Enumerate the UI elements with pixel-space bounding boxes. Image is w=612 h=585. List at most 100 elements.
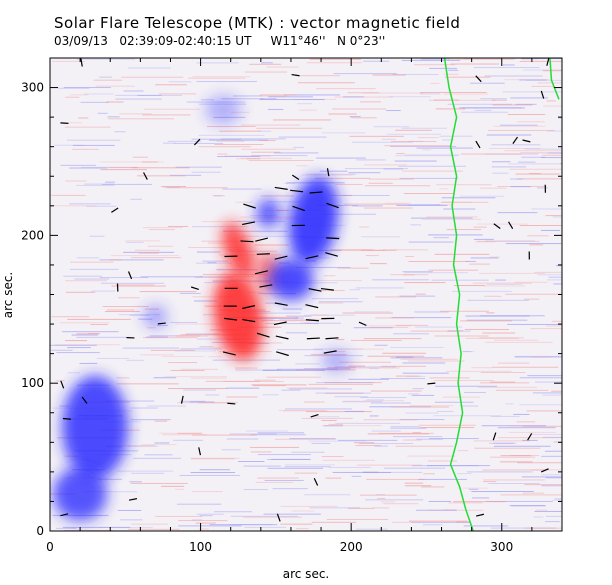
noise-streak <box>260 195 294 197</box>
noise-streak <box>67 139 121 141</box>
noise-streak <box>111 285 166 287</box>
noise-streak <box>107 116 120 118</box>
noise-streak <box>374 445 388 447</box>
noise-streak <box>285 464 335 466</box>
noise-streak <box>273 152 319 154</box>
noise-streak <box>147 405 186 407</box>
field-vector <box>358 321 367 326</box>
noise-streak <box>176 503 222 505</box>
noise-streak <box>322 459 375 461</box>
noise-streak <box>542 436 562 438</box>
noise-streak <box>349 289 361 291</box>
noise-streak <box>474 447 541 449</box>
noise-streak <box>497 362 530 364</box>
field-vector <box>273 321 287 326</box>
noise-streak <box>221 449 241 451</box>
noise-streak <box>382 249 428 251</box>
y-tick-label: 0 <box>36 524 44 538</box>
noise-streak <box>128 528 180 530</box>
noise-streak <box>535 509 548 511</box>
noise-streak <box>129 481 142 483</box>
noise-streak <box>117 509 142 511</box>
noise-streak <box>371 430 401 432</box>
field-vector <box>320 287 334 291</box>
noise-streak <box>542 70 562 72</box>
noise-streak <box>308 383 373 385</box>
field-vector <box>546 58 550 66</box>
noise-streak <box>234 367 258 369</box>
noise-streak <box>493 125 546 127</box>
noise-streak <box>337 348 384 350</box>
noise-streak <box>279 318 327 320</box>
noise-streak <box>377 498 386 500</box>
noise-streak <box>137 94 162 96</box>
noise-streak <box>100 169 147 171</box>
noise-streak <box>349 135 404 137</box>
noise-streak <box>229 250 277 252</box>
noise-streak <box>137 175 186 177</box>
noise-streak <box>396 153 405 155</box>
noise-streak <box>477 223 529 225</box>
field-vector <box>325 337 339 340</box>
noise-streak <box>473 238 494 240</box>
noise-streak <box>339 361 391 363</box>
noise-streak <box>311 442 331 444</box>
noise-streak <box>65 291 96 293</box>
field-vector <box>475 75 482 83</box>
noise-streak <box>146 336 168 338</box>
noise-streak <box>490 381 516 383</box>
noise-streak <box>554 498 562 500</box>
noise-streak <box>230 515 298 517</box>
noise-streak <box>244 71 288 73</box>
noise-streak <box>232 316 299 318</box>
noise-streak <box>560 163 562 165</box>
noise-streak <box>238 461 265 463</box>
field-vector <box>310 413 319 418</box>
noise-streak <box>54 344 120 346</box>
noise-streak <box>265 302 282 304</box>
noise-streak <box>382 138 396 140</box>
y-tick-label: 100 <box>21 376 44 390</box>
noise-streak <box>69 203 111 205</box>
field-vector <box>240 240 254 243</box>
noise-streak <box>125 241 144 243</box>
field-vector <box>259 284 273 288</box>
noise-streak <box>50 349 73 351</box>
noise-streak <box>415 326 463 328</box>
noise-streak <box>126 359 145 361</box>
noise-streak <box>217 156 261 158</box>
noise-streak <box>464 391 486 393</box>
noise-streak <box>401 59 461 61</box>
noise-streak <box>473 67 540 69</box>
noise-streak <box>347 92 380 94</box>
noise-streak <box>433 415 501 417</box>
noise-streak <box>353 327 393 329</box>
noise-streak <box>419 427 475 429</box>
noise-streak <box>334 396 369 398</box>
noise-streak <box>369 326 409 328</box>
noise-streak <box>74 278 110 280</box>
noise-streak <box>199 469 230 471</box>
solar-limb-line <box>443 58 560 531</box>
noise-streak <box>212 195 225 197</box>
obs-latitude: N 0°23'' <box>336 34 386 48</box>
noise-streak <box>404 282 446 284</box>
noise-streak <box>509 168 562 170</box>
noise-streak <box>522 439 538 441</box>
noise-streak <box>282 308 303 310</box>
noise-streak <box>429 67 457 69</box>
noise-streak <box>561 426 562 428</box>
noise-streak <box>436 204 452 206</box>
noise-streak <box>59 405 71 407</box>
noise-streak <box>243 489 269 491</box>
noise-streak <box>373 126 410 128</box>
noise-streak <box>127 445 159 447</box>
noise-streak <box>179 474 240 476</box>
noise-streak <box>352 205 383 207</box>
noise-streak <box>473 226 487 228</box>
noise-streak <box>316 88 376 90</box>
noise-streak <box>321 456 344 458</box>
noise-streak <box>191 519 203 521</box>
noise-streak <box>298 82 355 84</box>
